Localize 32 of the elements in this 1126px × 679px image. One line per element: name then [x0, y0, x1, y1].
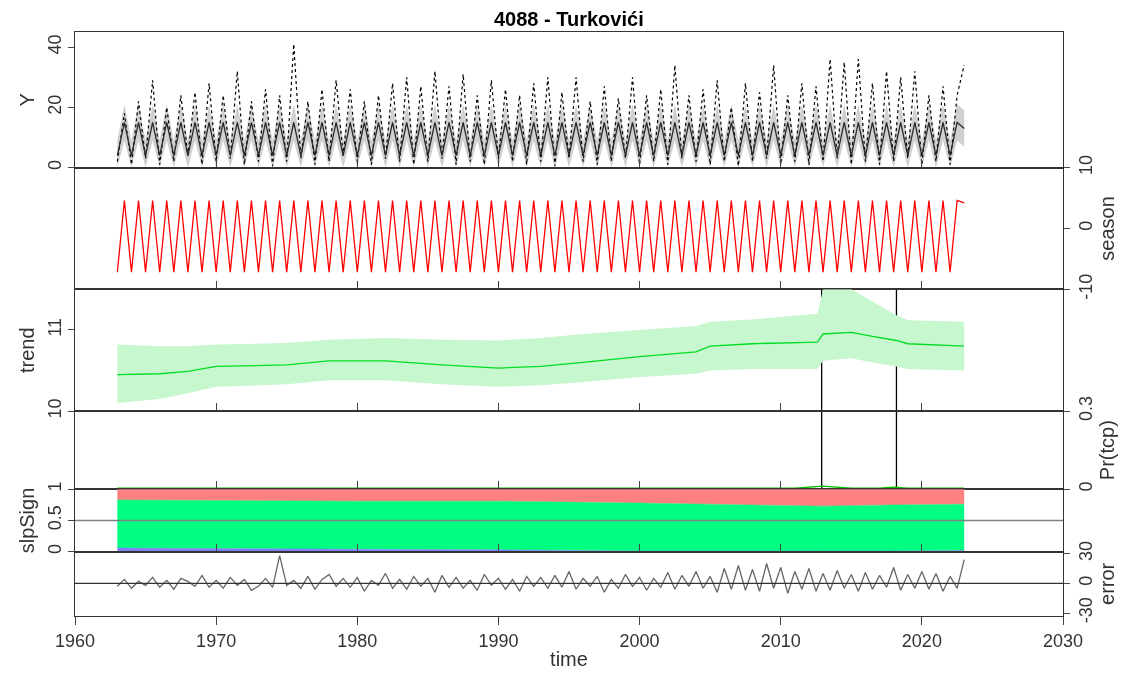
x-tick-label: 2020	[901, 630, 942, 651]
x-tick-label: 2000	[619, 630, 660, 651]
y-axis-title: trend	[16, 327, 39, 374]
y-tick-label: -10	[1075, 273, 1096, 300]
x-tick-label: 1990	[478, 630, 519, 651]
y-tick-label: 11	[44, 317, 65, 337]
y-tick-label: 0	[44, 543, 65, 554]
y-tick-label: 20	[44, 94, 65, 115]
x-tick-label: 1980	[337, 630, 378, 651]
x-axis-title: time	[550, 648, 588, 671]
y-axis-title: error	[1095, 562, 1118, 605]
y-axis-title: season	[1095, 196, 1118, 261]
chart-title: 4088 - Turkovići	[494, 8, 644, 30]
y-tick-label: 30	[1075, 540, 1096, 561]
y-tick-label: 0	[1075, 575, 1096, 586]
y-tick-label: 1	[44, 481, 65, 492]
x-tick-label: 1970	[196, 630, 237, 651]
y-tick-label: 0	[1075, 220, 1096, 231]
x-tick-label: 1960	[54, 630, 96, 651]
y-tick-label: 10	[1075, 154, 1096, 175]
y-tick-label: 0.3	[1075, 395, 1096, 421]
y-axis-title: Y	[16, 93, 39, 107]
y-tick-label: 10	[44, 398, 65, 419]
y-tick-label: 0.5	[44, 505, 65, 531]
y-axis-title: slpSign	[16, 487, 39, 554]
x-tick-label: 2030	[1042, 630, 1084, 651]
x-tick-label: 2010	[760, 630, 801, 651]
y-tick-label: 40	[44, 34, 65, 55]
y-tick-label: -30	[1075, 597, 1096, 624]
y-tick-label: 0	[1075, 481, 1096, 492]
y-axis-title: Pr(tcp)	[1095, 420, 1118, 481]
y-tick-label: 0	[44, 159, 65, 170]
